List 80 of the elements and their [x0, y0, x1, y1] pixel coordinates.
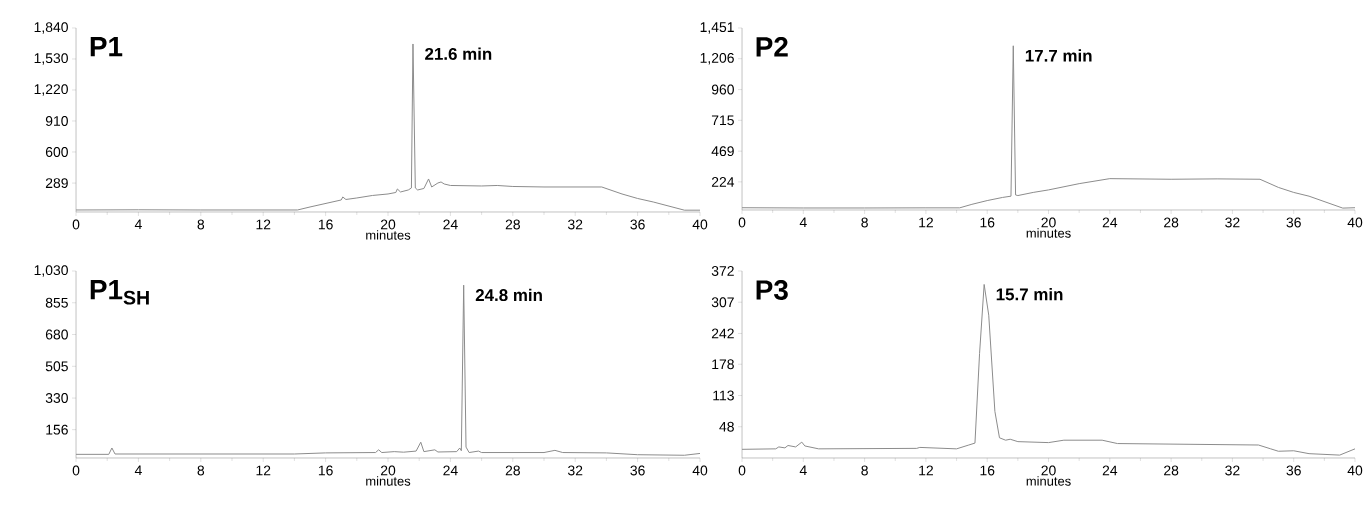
y-tick-label: 330 — [45, 393, 68, 404]
y-tick-label: 1,451 — [700, 22, 734, 34]
x-tick-label: 16 — [318, 465, 333, 476]
x-tick-label: 8 — [197, 219, 205, 230]
x-axis-title: minutes — [1026, 228, 1071, 238]
x-tick-label: 4 — [134, 465, 142, 476]
x-tick-label: 0 — [72, 465, 80, 476]
x-axis-title: minutes — [366, 230, 411, 240]
x-tick-label: 32 — [567, 219, 583, 230]
x-tick-label: 0 — [738, 465, 746, 476]
x-tick-label: 8 — [861, 465, 868, 476]
x-tick-label: 16 — [980, 217, 995, 228]
x-tick-label: 36 — [1286, 217, 1301, 228]
y-tick-label: 113 — [713, 390, 734, 401]
x-tick-label: 40 — [1347, 217, 1363, 228]
y-tick-label: 156 — [46, 424, 68, 435]
x-tick-label: 20 — [380, 219, 396, 230]
x-tick-label: 36 — [630, 465, 645, 476]
x-tick-label: 20 — [1041, 465, 1056, 476]
x-tick-label: 24 — [1102, 217, 1118, 228]
y-tick-label: 242 — [711, 328, 734, 339]
y-tick-label: 178 — [712, 359, 734, 370]
y-tick-label: 600 — [45, 147, 68, 157]
x-axis-title: minutes — [1026, 476, 1071, 486]
x-tick-label: 4 — [134, 219, 142, 230]
x-tick-label: 24 — [443, 465, 458, 476]
y-tick-label: 715 — [711, 115, 734, 126]
chart-title: P1 — [90, 37, 123, 57]
x-tick-label: 36 — [630, 219, 645, 230]
x-tick-label: 40 — [692, 465, 708, 476]
x-tick-label: 20 — [380, 465, 396, 476]
x-tick-label: 20 — [1041, 217, 1056, 228]
x-tick-label: 16 — [980, 465, 995, 476]
y-tick-label: 910 — [45, 116, 68, 126]
chart-title: P2 — [756, 36, 788, 57]
x-tick-label: 16 — [318, 219, 333, 230]
y-tick-label: 505 — [45, 361, 68, 372]
x-tick-label: 32 — [1225, 465, 1240, 476]
x-tick-label: 36 — [1286, 465, 1301, 476]
y-tick-label: 960 — [711, 84, 734, 95]
y-tick-label: 469 — [711, 146, 734, 157]
y-tick-label: 372 — [711, 266, 734, 276]
y-tick-label: 289 — [45, 178, 68, 189]
x-tick-label: 0 — [72, 219, 80, 230]
y-tick-label: 1,530 — [34, 53, 68, 65]
x-tick-label: 28 — [505, 465, 520, 476]
annotation: 15.7 min — [996, 287, 1063, 301]
x-tick-label: 28 — [1164, 217, 1179, 228]
y-tick-label: 1,030 — [34, 265, 68, 277]
x-tick-label: 12 — [919, 465, 933, 476]
x-tick-label: 40 — [1347, 465, 1363, 476]
y-tick-label: 855 — [45, 297, 68, 308]
y-tick-label: 1,206 — [700, 52, 734, 65]
x-tick-label: 12 — [256, 465, 271, 476]
x-tick-label: 8 — [861, 217, 868, 228]
x-tick-label: 8 — [197, 465, 205, 476]
y-tick-label: 680 — [45, 329, 68, 340]
x-tick-label: 28 — [505, 219, 520, 230]
x-tick-label: 12 — [919, 217, 933, 228]
y-tick-label: 1,220 — [34, 84, 68, 96]
x-tick-label: 4 — [799, 465, 807, 476]
x-tick-label: 32 — [567, 465, 583, 476]
chart-title: P3 — [756, 280, 788, 300]
y-tick-label: 1,840 — [34, 22, 68, 34]
x-tick-label: 28 — [1164, 465, 1179, 476]
x-tick-label: 32 — [1225, 217, 1240, 228]
annotation: 17.7 min — [1025, 49, 1092, 62]
y-tick-label: 48 — [719, 421, 734, 432]
annotation: 21.6 min — [425, 47, 492, 60]
y-tick-label: 307 — [711, 297, 734, 308]
x-tick-label: 12 — [256, 219, 271, 230]
x-tick-label: 40 — [692, 219, 708, 230]
x-tick-label: 0 — [738, 217, 746, 228]
y-tick-label: 224 — [711, 177, 735, 187]
x-axis-title: minutes — [366, 476, 411, 486]
annotation: 24.8 min — [475, 288, 542, 302]
x-tick-label: 24 — [443, 219, 458, 230]
x-tick-label: 4 — [799, 217, 807, 228]
chart-title: P1$_{SH}$ — [90, 280, 149, 305]
x-tick-label: 24 — [1102, 465, 1118, 476]
